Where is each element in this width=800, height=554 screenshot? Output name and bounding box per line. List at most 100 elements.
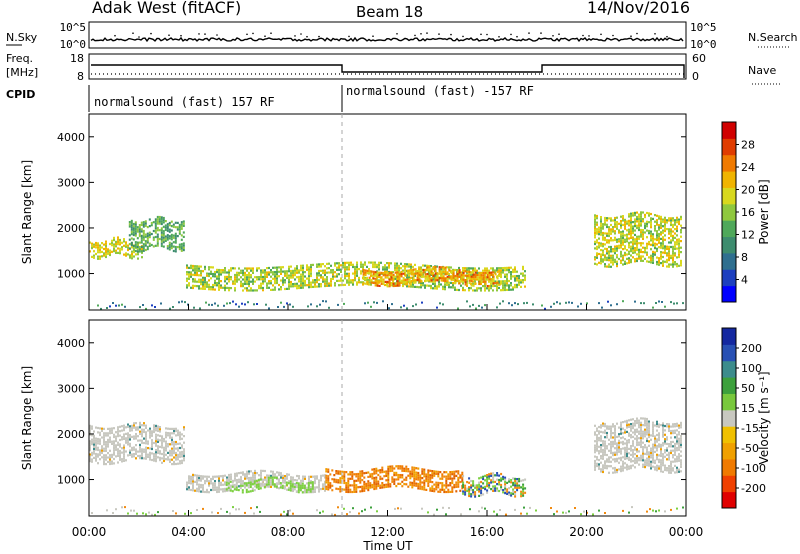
echo-cell (119, 445, 121, 448)
clutter-cell (232, 300, 234, 303)
echo-cell (131, 257, 133, 260)
echo-cell (161, 441, 163, 445)
echo-cell (652, 456, 654, 459)
echo-cell (254, 289, 256, 292)
echo-cell (307, 482, 310, 485)
echo-cell (188, 481, 190, 485)
echo-cell (359, 470, 362, 473)
echo-cell (662, 455, 664, 458)
echo-cell (596, 427, 598, 430)
echo-cell (606, 464, 608, 468)
echo-cell (270, 485, 272, 488)
echo-cell (385, 485, 388, 488)
echo-cell (216, 277, 218, 280)
echo-cell (330, 280, 332, 283)
echo-cell (500, 477, 503, 480)
echo-cell (616, 240, 618, 243)
echo-cell (640, 445, 642, 449)
echo-cell (155, 429, 157, 432)
echo-cell (125, 426, 127, 429)
echo-cell (363, 480, 366, 484)
echo-cell (177, 447, 179, 450)
echo-cell (520, 486, 523, 489)
echo-cell (208, 288, 210, 291)
clutter-cell (232, 506, 234, 509)
echo-cell (254, 485, 256, 488)
clutter-cell (199, 307, 201, 310)
echo-cell (624, 431, 626, 434)
echo-cell (339, 490, 342, 493)
echo-cell (171, 452, 173, 455)
echo-cell (644, 444, 646, 447)
clutter-cell (319, 511, 321, 514)
echo-cell (254, 276, 256, 279)
echo-cell (594, 227, 596, 230)
echo-cell (158, 215, 161, 219)
echo-cell (395, 478, 398, 481)
echo-cell (164, 224, 167, 227)
echo-cell (646, 225, 648, 228)
echo-cell (478, 488, 481, 491)
echo-cell (214, 475, 216, 478)
echo-cell (420, 286, 422, 289)
echo-cell (492, 284, 494, 288)
echo-cell (449, 471, 452, 474)
echo-cell (289, 484, 292, 488)
echo-cell (359, 472, 362, 475)
echo-cell (668, 232, 670, 235)
echo-cell (123, 448, 125, 451)
echo-cell (387, 465, 390, 468)
echo-cell (666, 425, 668, 428)
echo-cell (256, 267, 258, 270)
echo-cell (241, 489, 244, 492)
echo-cell (660, 237, 662, 240)
echo-cell (422, 275, 425, 278)
echo-cell (342, 283, 344, 287)
echo-cell (488, 473, 491, 476)
echo-cell (165, 440, 167, 443)
echo-cell (644, 231, 646, 234)
echo-cell (375, 478, 378, 481)
echo-cell (482, 477, 485, 481)
echo-cell (453, 475, 456, 478)
echo-cell (413, 466, 416, 469)
echo-cell (188, 271, 190, 274)
echo-cell (486, 478, 489, 481)
echo-cell (406, 274, 408, 277)
echo-cell (170, 233, 173, 236)
echo-cell (180, 249, 183, 252)
echo-cell (346, 274, 348, 278)
clutter-cell (112, 302, 114, 304)
echo-cell (614, 249, 616, 253)
echo-cell (139, 424, 141, 427)
echo-cell (340, 270, 342, 273)
echo-cell (226, 478, 228, 481)
echo-cell (196, 269, 198, 272)
echo-cell (504, 273, 506, 276)
echo-cell (628, 432, 630, 435)
clutter-cell (277, 306, 279, 308)
echo-cell (604, 436, 606, 439)
echo-cell (186, 266, 188, 269)
colorbar-tick-label: 24 (741, 161, 755, 174)
echo-cell (618, 246, 620, 250)
echo-cell (600, 426, 602, 429)
echo-cell (612, 256, 614, 259)
echo-cell (478, 486, 481, 489)
echo-cell (156, 222, 159, 225)
echo-cell (664, 429, 666, 432)
echo-cell (312, 263, 314, 266)
clutter-cell (457, 307, 459, 310)
colorbar-tick-label: 4 (741, 274, 748, 287)
echo-cell (322, 483, 324, 486)
echo-cell (380, 278, 383, 281)
echo-cell (174, 245, 177, 249)
echo-cell (422, 264, 424, 267)
echo-cell (204, 279, 206, 282)
echo-cell (630, 217, 632, 220)
echo-cell (600, 461, 602, 464)
echo-cell (446, 271, 449, 274)
clutter-cell (475, 307, 477, 310)
echo-cell (244, 473, 246, 476)
nsearch-dot (264, 35, 266, 37)
